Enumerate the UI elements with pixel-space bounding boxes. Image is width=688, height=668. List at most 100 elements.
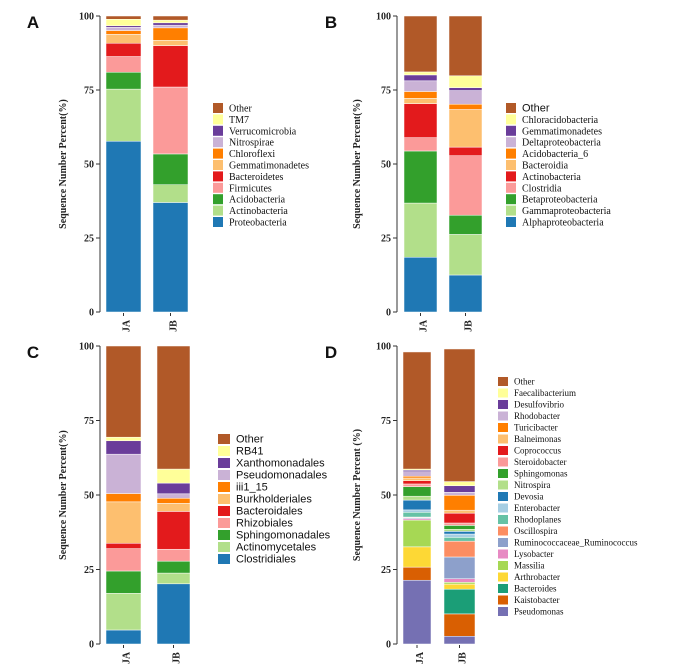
bar-segment-ja-actinobacteria xyxy=(403,103,438,138)
bar-segment-ja-iii1-15 xyxy=(105,493,142,503)
bar-segment-jb-nitrospira xyxy=(443,529,476,532)
bar-segment-ja-alphaproteobacteria xyxy=(403,256,438,313)
legend-label: Rhodoplanes xyxy=(514,515,561,525)
legend-label: Pseudomonas xyxy=(514,607,564,617)
bar-segment-jb-alphaproteobacteria xyxy=(448,274,483,313)
bar-segment-jb-xanthomonadales xyxy=(156,482,191,495)
legend-label: Acidobacteria xyxy=(229,195,286,206)
y-tick-label: 75 xyxy=(84,86,94,97)
bar-segment-ja-steroidobacter xyxy=(402,483,432,487)
legend-label: Verrucomicrobia xyxy=(229,126,297,137)
bar-segment-ja-chloracidobacteria xyxy=(403,71,438,76)
y-tick-label: 75 xyxy=(381,86,391,97)
legend-label: Lysobacter xyxy=(514,549,554,559)
legend-swatch xyxy=(213,125,223,136)
bar-segment-ja-gemmatimonadetes xyxy=(105,34,142,44)
y-tick-label: 25 xyxy=(84,565,94,576)
legend-swatch xyxy=(498,492,508,501)
bar-segment-jb-proteobacteria xyxy=(152,202,189,313)
legend-label: Rhodobacter xyxy=(514,411,560,421)
x-tick-label-jb: JB xyxy=(464,320,475,332)
bar-segment-ja-sphingomonas xyxy=(402,486,432,497)
y-axis-label: Sequence Number Percent(%) xyxy=(58,99,69,229)
bar-segment-jb-other xyxy=(156,345,191,470)
bar-segment-ja-xanthomonadales xyxy=(105,440,142,455)
legend-swatch xyxy=(498,457,508,467)
legend-label: Ruminococcaceae_Ruminococcus xyxy=(514,538,638,548)
legend-swatch xyxy=(498,480,508,490)
legend-label: Steroidobacter xyxy=(514,457,566,467)
legend-label: Bacteroidia xyxy=(522,161,569,172)
y-tick-label: 0 xyxy=(89,640,94,651)
bar-segment-jb-burkholderiales xyxy=(156,503,191,512)
x-tick-label-ja: JA xyxy=(415,651,426,664)
bar-segment-ja-tm7 xyxy=(105,19,142,27)
bar-segment-jb-other xyxy=(443,348,476,482)
legend-label: Gemmatimonadetes xyxy=(229,161,309,172)
bar-segment-ja-rhodobacter xyxy=(402,471,432,477)
y-tick-label: 50 xyxy=(381,491,391,502)
legend-label: Burkholderiales xyxy=(236,494,312,506)
legend-swatch xyxy=(213,194,223,205)
y-tick-label: 25 xyxy=(381,565,391,576)
legend-label: Pseudomonadales xyxy=(236,470,328,482)
bar-segment-ja-other xyxy=(403,15,438,73)
legend-label: Devosia xyxy=(514,492,544,502)
legend-label: Arthrobacter xyxy=(514,572,560,582)
legend-label: Other xyxy=(229,104,252,115)
legend-swatch xyxy=(506,114,516,125)
legend-label: Nitrospirae xyxy=(229,138,275,149)
legend-swatch xyxy=(498,526,508,536)
y-tick-label: 50 xyxy=(381,160,391,171)
bar-segment-jb-actinobacteria xyxy=(448,146,483,156)
bar-segment-ja-kaistobacter xyxy=(402,566,432,581)
bar-segment-ja-proteobacteria xyxy=(105,140,142,313)
legend-swatch xyxy=(498,584,508,593)
y-tick-label: 0 xyxy=(89,308,94,319)
legend-label: Clostridiales xyxy=(236,554,296,566)
legend-swatch xyxy=(498,572,508,582)
legend-swatch xyxy=(218,518,230,528)
legend-swatch xyxy=(506,182,516,193)
bar-segment-jb-acidobacteria-6 xyxy=(448,103,483,110)
legend-swatch xyxy=(506,171,516,182)
y-tick-label: 75 xyxy=(84,416,94,427)
legend-label: Xanthomonadales xyxy=(236,458,325,470)
x-tick-label-ja: JA xyxy=(122,651,133,664)
bar-segment-jb-pseudomonadales xyxy=(156,493,191,499)
bar-segment-jb-pseudomonas xyxy=(443,636,476,645)
bar-segment-ja-acidobacteria-6 xyxy=(403,91,438,99)
legend-label: iii1_15 xyxy=(236,482,268,494)
bar-segment-ja-balneimonas xyxy=(402,477,432,481)
bar-segment-ja-enterobacter xyxy=(402,509,432,513)
bar-segment-jb-clostridia xyxy=(448,155,483,216)
bar-segment-jb-ruminococcaceae-ruminococcus xyxy=(443,556,476,579)
panel-label: B xyxy=(325,13,337,32)
bar-segment-jb-nitrospirae xyxy=(152,24,189,29)
legend-swatch xyxy=(218,554,230,564)
bar-segment-ja-massilia xyxy=(402,519,432,548)
bar-segment-ja-gammaproteobacteria xyxy=(403,202,438,258)
bar-segment-ja-rhizobiales xyxy=(105,548,142,572)
legend-swatch xyxy=(213,137,223,148)
bar-segment-jb-sphingomonas xyxy=(443,525,476,530)
bar-segment-jb-iii1-15 xyxy=(156,498,191,504)
bar-segment-jb-steroidobacter xyxy=(443,522,476,526)
bar-segment-jb-coprococcus xyxy=(443,512,476,524)
panel-label: C xyxy=(27,343,39,362)
bar-segment-ja-actinobacteria xyxy=(105,88,142,142)
bar-segment-ja-bacteroidetes xyxy=(105,42,142,57)
bar-segment-jb-betaproteobacteria xyxy=(448,214,483,235)
legend-swatch xyxy=(498,549,508,559)
legend-label: Actinobacteria xyxy=(522,172,581,183)
legend-swatch xyxy=(213,114,223,125)
legend-swatch xyxy=(498,411,508,421)
legend: OtherRB41XanthomonadalesPseudomonadalesi… xyxy=(218,434,331,566)
bar-segment-jb-chloracidobacteria xyxy=(448,75,483,88)
bar-segment-ja-bacteroidia xyxy=(403,98,438,104)
bar-segment-ja-nitrospira xyxy=(402,495,432,501)
bar-segment-jb-enterobacter xyxy=(443,533,476,538)
legend-swatch xyxy=(498,595,508,605)
bar-segment-jb-actinobacteria xyxy=(152,184,189,203)
